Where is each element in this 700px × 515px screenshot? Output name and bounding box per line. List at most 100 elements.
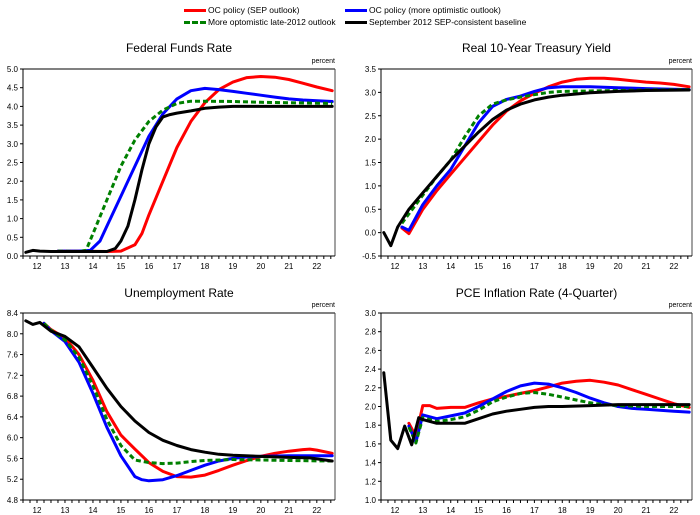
x-tick-label: 19: [586, 262, 595, 271]
x-tick-label: 17: [530, 262, 539, 271]
legend-label: September 2012 SEP-consistent baseline: [369, 17, 527, 27]
x-tick-label: 15: [116, 506, 125, 515]
y-tick-label: 6.0: [7, 434, 19, 443]
y-tick-label: 2.5: [7, 159, 19, 168]
y-tick-label: 6.4: [7, 413, 19, 422]
y-tick-label: 5.6: [7, 454, 19, 463]
chart-panel-4: PCE Inflation Rate (4-Quarter) percent 1.0…: [365, 286, 693, 515]
x-tick-label: 14: [89, 262, 98, 271]
y-tick-label: 1.8: [365, 421, 377, 430]
x-tick-label: 21: [284, 506, 293, 515]
x-tick-label: 18: [558, 262, 567, 271]
y-tick-label: 5.2: [7, 475, 19, 484]
series-baseline: [382, 88, 691, 248]
series-late-2012: [57, 99, 333, 253]
y-tick-label: 2.6: [365, 346, 377, 355]
legend-swatch-black: [345, 20, 367, 24]
x-tick-label: 19: [586, 506, 595, 515]
legend-swatch-green-dashed: [184, 20, 206, 24]
chart-title: Unemployment Rate: [124, 286, 234, 300]
x-tick-label: 15: [116, 262, 125, 271]
x-tick-label: 15: [474, 262, 483, 271]
x-tick-label: 16: [144, 506, 153, 515]
y-unit-label: percent: [669, 302, 692, 309]
legend-label: More optomistic late-2012 outlook: [208, 17, 336, 27]
y-tick-label: 7.6: [7, 351, 19, 360]
x-tick-label: 22: [669, 506, 678, 515]
y-tick-label: 3.0: [7, 140, 19, 149]
series-late-2012: [400, 88, 690, 225]
x-tick-label: 13: [418, 262, 427, 271]
series-oc-sep: [400, 76, 691, 236]
y-tick-label: 2.5: [365, 112, 377, 121]
x-tick-label: 18: [200, 506, 209, 515]
series-oc-sep: [42, 321, 334, 479]
legend-swatch-blue: [345, 8, 367, 12]
y-tick-label: -0.5: [362, 252, 376, 261]
y-tick-label: 8.4: [7, 309, 19, 318]
legend-swatch-red: [184, 8, 206, 12]
series-oc-optimistic: [400, 85, 691, 232]
chart-title: PCE Inflation Rate (4-Quarter): [456, 286, 617, 300]
legend-label: OC policy (more optimistic outlook): [369, 5, 501, 15]
series-oc-sep: [407, 378, 691, 438]
y-unit-label: percent: [312, 302, 335, 309]
x-tick-label: 13: [61, 506, 70, 515]
y-tick-label: 1.4: [365, 459, 377, 468]
y-tick-label: 1.5: [365, 159, 377, 168]
y-tick-label: 7.2: [7, 371, 19, 380]
x-tick-label: 16: [502, 262, 511, 271]
y-tick-label: 5.0: [7, 65, 19, 74]
y-tick-label: 1.2: [365, 477, 377, 486]
x-tick-label: 14: [89, 506, 98, 515]
series-oc-sep: [56, 75, 334, 253]
series-baseline: [24, 319, 334, 463]
y-tick-label: 0.0: [365, 229, 377, 238]
x-tick-label: 20: [256, 506, 265, 515]
x-tick-label: 22: [312, 506, 321, 515]
x-tick-label: 18: [558, 506, 567, 515]
series-late-2012: [407, 391, 690, 445]
y-tick-label: 1.6: [365, 440, 377, 449]
chart-title: Federal Funds Rate: [126, 41, 232, 55]
y-tick-label: 1.0: [7, 215, 19, 224]
legend-item-oc-sep: OC policy (SEP outlook): [184, 5, 300, 15]
y-tick-label: 1.0: [365, 496, 377, 505]
x-tick-label: 12: [390, 262, 399, 271]
y-tick-label: 1.0: [365, 182, 377, 191]
y-tick-label: 3.0: [365, 309, 377, 318]
x-tick-label: 14: [446, 506, 455, 515]
x-tick-label: 12: [390, 506, 399, 515]
legend-item-oc-optimistic: OC policy (more optimistic outlook): [345, 5, 501, 15]
x-tick-label: 13: [418, 506, 427, 515]
x-tick-label: 16: [144, 262, 153, 271]
y-tick-label: 0.5: [7, 233, 19, 242]
y-tick-label: 6.8: [7, 392, 19, 401]
legend-label: OC policy (SEP outlook): [208, 5, 300, 15]
y-tick-label: 3.0: [365, 88, 377, 97]
chart-panel-2: Real 10-Year Treasury Yield percent -0.5 0.…: [362, 41, 693, 271]
y-tick-label: 2.0: [365, 135, 377, 144]
y-tick-label: 8.0: [7, 330, 19, 339]
legend-item-late-2012: More optomistic late-2012 outlook: [184, 17, 336, 27]
x-tick-label: 20: [614, 262, 623, 271]
y-tick-label: 1.5: [7, 196, 19, 205]
y-tick-label: 4.5: [7, 84, 19, 93]
y-tick-label: 0.5: [365, 205, 377, 214]
legend: OC policy (SEP outlook) OC policy (more …: [0, 0, 700, 32]
series-oc-optimistic: [56, 86, 334, 253]
x-tick-label: 18: [200, 262, 209, 271]
x-tick-label: 22: [312, 262, 321, 271]
x-tick-label: 17: [172, 506, 181, 515]
y-tick-label: 3.5: [7, 121, 19, 130]
x-tick-label: 12: [33, 506, 42, 515]
y-tick-label: 2.4: [365, 365, 377, 374]
y-tick-label: 2.0: [7, 177, 19, 186]
y-tick-label: 3.5: [365, 65, 377, 74]
x-tick-label: 13: [61, 262, 70, 271]
chart-panel-3: Unemployment Rate percent 4.8 5.2 5.6 6.0 6.4 6…: [7, 286, 336, 515]
x-tick-label: 12: [33, 262, 42, 271]
y-tick-label: 2.8: [365, 328, 377, 337]
series-late-2012: [42, 322, 333, 466]
